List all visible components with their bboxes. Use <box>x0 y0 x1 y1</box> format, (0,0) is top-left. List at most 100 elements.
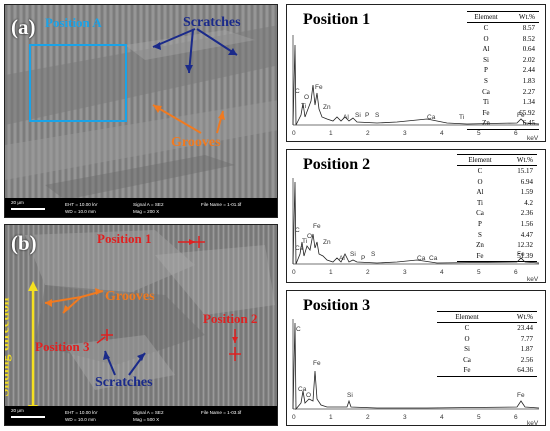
tick: 3 <box>403 269 407 276</box>
peak-1-O: O <box>304 94 309 101</box>
cell-wt: 12.32 <box>517 241 533 250</box>
peak-2-Ca3: Ca <box>429 255 438 262</box>
eds-title-2: Position 2 <box>303 156 371 173</box>
label-grooves-b: Grooves <box>105 289 155 304</box>
eds-table-3: Element Wt.% C 23.44 O 7.77 Si 1.87 Ca 2.56 F… <box>437 311 537 377</box>
cell-el: Ti <box>477 198 483 207</box>
signal-a: Signal A = SE2 <box>133 202 164 207</box>
cell-wt: 4.47 <box>520 230 533 239</box>
th-wt: Wt.% <box>518 13 535 21</box>
cell-el: C <box>477 167 483 175</box>
mag-a: Mag = 200 X <box>133 209 160 214</box>
eds-spectrum-1: C O Ti Fe Zn Al Si P S Ca Ti Fe 0 1 2 3 … <box>292 35 540 142</box>
cell-wt: 6.94 <box>520 177 533 186</box>
sem-info-bar-a: 20 μm EHT = 10.00 kV WD = 10.0 mm Signal… <box>5 198 277 217</box>
cell-el: Ca <box>463 355 471 364</box>
tick: 5 <box>477 414 481 421</box>
file-a: File Name = 1-01.tif <box>201 202 242 207</box>
peak-1-S: S <box>375 112 380 119</box>
cell-wt: 8.57 <box>522 24 535 32</box>
signal-b: Signal A = SE2 <box>133 410 164 415</box>
cell-el: Fe <box>476 251 484 260</box>
tick: 2 <box>366 414 370 421</box>
cell-wt: 0.64 <box>522 45 535 54</box>
tick: 3 <box>403 130 407 137</box>
tick: 4 <box>440 130 444 137</box>
peak-2-O: O <box>307 233 312 240</box>
label-scratches-a: Scratches <box>183 15 241 30</box>
cell-wt: 2.36 <box>520 209 533 218</box>
label-position-a: Position A <box>45 15 102 30</box>
eds-spectrum-3: C Fe Ca O Si Fe 0 1 2 3 4 5 6 keV <box>292 319 540 427</box>
scale-label-b: 20 μm <box>11 408 24 413</box>
cell-wt: 1.56 <box>520 219 533 228</box>
cell-el: S <box>484 76 488 85</box>
tick: 1 <box>329 269 333 276</box>
th-element: Element <box>468 156 492 164</box>
peak-1-Fe: Fe <box>315 84 323 91</box>
label-position-3: Position 3 <box>35 339 90 354</box>
th-element: Element <box>455 313 479 321</box>
th-wt: Wt.% <box>516 156 533 164</box>
peak-3-Si: Si <box>347 392 353 399</box>
label-sliding-direction: Sliding direction <box>4 297 13 397</box>
peak-2-P: P <box>361 255 365 262</box>
cell-el: Si <box>483 55 489 64</box>
peak-2-Ca: Ca <box>295 245 304 252</box>
cell-el: P <box>484 66 488 75</box>
tick: 1 <box>329 414 333 421</box>
cell-wt: 1.83 <box>522 76 535 85</box>
peak-2-Fe: Fe <box>313 223 321 230</box>
peak-2-Ti: Ti <box>302 238 307 245</box>
cell-wt: 51.39 <box>517 251 533 260</box>
peak-1-P: P <box>365 112 369 119</box>
axis-unit: keV <box>527 135 539 142</box>
cell-wt: 1.59 <box>520 188 533 197</box>
peak-1-Fe2: Fe <box>517 112 525 119</box>
tick: 6 <box>514 130 518 137</box>
peak-2-C: C <box>295 227 300 234</box>
cell-el: Zn <box>476 241 484 250</box>
cell-el: Ti <box>483 98 489 107</box>
tick: 2 <box>366 130 370 137</box>
axis-unit: keV <box>527 276 539 283</box>
peak-1-Ti2: Ti <box>459 114 464 121</box>
sem-info-bar-b: 20 μm EHT = 10.00 kV WD = 10.0 mm Signal… <box>5 406 277 425</box>
tick: 4 <box>440 414 444 421</box>
peak-1-C: C <box>295 88 300 95</box>
cell-el: O <box>483 34 489 43</box>
peak-3-Fe2: Fe <box>517 392 525 399</box>
scale-bar-a <box>11 208 45 210</box>
th-wt: Wt.% <box>516 313 533 321</box>
wd-b: WD = 10.0 mm <box>65 417 96 422</box>
eds-table-2: Element Wt.% C 15.17 O 6.94 Al 1.59 Ti 4.2 Ca… <box>457 154 537 263</box>
cell-wt: 8.52 <box>522 34 535 43</box>
eht-a: EHT = 10.00 kV <box>65 202 98 207</box>
tick: 6 <box>514 414 518 421</box>
cell-wt: 65.92 <box>519 108 535 117</box>
cell-wt: 4.2 <box>524 198 533 207</box>
peak-3-Ca: Ca <box>298 386 307 393</box>
mag-b: Mag = 500 X <box>133 417 160 422</box>
peak-3-O: O <box>306 392 311 399</box>
peak-1-Si: Si <box>355 112 361 119</box>
axis-unit: keV <box>527 420 539 427</box>
eds-panel-1: Position 1 Element Wt.% C 8.57 O 8.52 Al 0.6… <box>286 4 546 142</box>
peak-3-C: C <box>296 326 301 333</box>
tick: 1 <box>329 130 333 137</box>
label-position-2: Position 2 <box>203 311 258 326</box>
label-position-1: Position 1 <box>97 231 152 246</box>
sem-texture-b <box>5 225 277 425</box>
cell-wt: 7.77 <box>520 334 533 343</box>
tick: 5 <box>477 130 481 137</box>
scale-label-a: 20 μm <box>11 200 24 205</box>
peak-2-Ca2: Ca <box>417 255 426 262</box>
peak-3-Fe: Fe <box>313 360 321 367</box>
label-scratches-b: Scratches <box>95 375 153 390</box>
eds-title-3: Position 3 <box>303 297 371 314</box>
peak-1-Ti: Ti <box>301 103 306 110</box>
cell-el: O <box>477 177 483 186</box>
panel-a-letter: (a) <box>11 15 36 39</box>
cell-wt: 64.36 <box>517 366 533 375</box>
panel-b-letter: (b) <box>11 231 37 255</box>
